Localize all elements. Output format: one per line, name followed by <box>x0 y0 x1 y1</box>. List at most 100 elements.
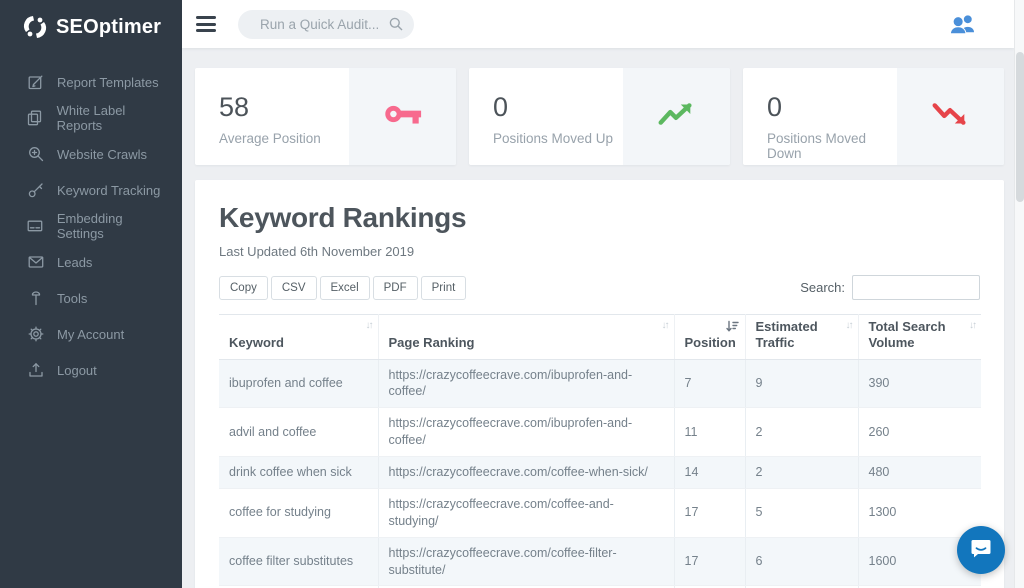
sidebar-item-website-crawls[interactable]: Website Crawls <box>0 136 182 172</box>
print-export-button[interactable]: Print <box>420 275 467 300</box>
column-header-estimated-traffic[interactable]: Estimated Traffic ↓↑ <box>745 314 859 360</box>
sidebar-menu: Report Templates White Label Reports Web… <box>0 64 182 388</box>
estimated-traffic-cell: 5 <box>745 488 859 538</box>
embed-icon <box>27 218 44 235</box>
copy-export-button[interactable]: Copy <box>219 275 268 300</box>
column-header-total-search-volume[interactable]: Total Search Volume ↓↑ <box>858 314 981 360</box>
table-header-row: Keyword ↓↑ Page Ranking ↓↑ Position Esti… <box>219 314 981 360</box>
scrollbar-thumb[interactable] <box>1016 52 1024 202</box>
position-cell: 7 <box>674 359 746 409</box>
page-ranking-cell: https://crazycoffeecrave.com/coffee-filt… <box>378 537 675 587</box>
stat-card: 58 Average Position <box>195 68 456 165</box>
sort-icon[interactable]: ↓↑ <box>845 320 854 331</box>
position-cell: 17 <box>674 537 746 587</box>
page-ranking-link[interactable]: https://crazycoffeecrave.com/ibuprofen-a… <box>388 416 633 448</box>
page-ranking-cell: https://crazycoffeecrave.com/coffee-and-… <box>378 488 675 538</box>
table-row: coffee filter substitutes https://crazyc… <box>219 537 981 587</box>
key-icon <box>27 182 44 199</box>
sidebar-item-leads[interactable]: Leads <box>0 244 182 280</box>
keyword-rankings-table: Keyword ↓↑ Page Ranking ↓↑ Position Esti… <box>219 314 981 588</box>
table-search-input[interactable] <box>852 275 980 300</box>
sidebar-item-tools[interactable]: Tools <box>0 280 182 316</box>
table-toolbar: Copy CSV Excel PDF Print Search: <box>219 275 980 300</box>
logo[interactable]: SEOptimer <box>0 0 182 54</box>
stat-label: Average Position <box>219 131 321 146</box>
column-header-page-ranking[interactable]: Page Ranking ↓↑ <box>378 314 675 360</box>
keyword-cell: coffee filter substitutes <box>219 537 379 587</box>
keyword-cell: how to drink an espresso <box>219 585 379 588</box>
total-search-volume-cell: 480 <box>858 456 981 489</box>
position-cell: 17 <box>674 488 746 538</box>
sidebar-item-white-label-reports[interactable]: White Label Reports <box>0 100 182 136</box>
chat-bubble-icon <box>969 536 993 565</box>
position-cell: 11 <box>674 407 746 457</box>
scrollbar[interactable] <box>1014 0 1024 588</box>
position-cell: 14 <box>674 456 746 489</box>
users-icon[interactable] <box>949 13 976 35</box>
page-ranking-link[interactable]: https://crazycoffeecrave.com/ibuprofen-a… <box>388 367 633 399</box>
pdf-export-button[interactable]: PDF <box>372 275 418 300</box>
table-row: ibuprofen and coffee https://crazycoffee… <box>219 359 981 409</box>
table-row: drink coffee when sick https://crazycoff… <box>219 456 981 489</box>
column-header-keyword[interactable]: Keyword ↓↑ <box>219 314 379 360</box>
total-search-volume-cell: 390 <box>858 359 981 409</box>
quick-audit-input[interactable] <box>238 9 414 39</box>
key-icon <box>381 97 423 136</box>
sidebar-item-keyword-tracking[interactable]: Keyword Tracking <box>0 172 182 208</box>
keyword-cell: drink coffee when sick <box>219 456 379 489</box>
total-search-volume-cell: 260 <box>858 407 981 457</box>
estimated-traffic-cell: 2 <box>745 456 859 489</box>
table-body: ibuprofen and coffee https://crazycoffee… <box>219 359 981 588</box>
logo-text: SEOptimer <box>56 15 162 38</box>
sort-icon[interactable]: ↓↑ <box>365 320 374 331</box>
last-updated-text: Last Updated 6th November 2019 <box>219 244 415 259</box>
sidebar: SEOptimer Report Templates White Label R… <box>0 0 182 588</box>
sidebar-item-embedding-settings[interactable]: Embedding Settings <box>0 208 182 244</box>
page-ranking-link[interactable]: https://crazycoffeecrave.com/coffee-filt… <box>388 545 617 577</box>
csv-export-button[interactable]: CSV <box>270 275 317 300</box>
page-ranking-cell: https://crazycoffeecrave.com/ibuprofen-a… <box>378 359 675 409</box>
stat-value: 0 <box>767 92 783 122</box>
keyword-cell: ibuprofen and coffee <box>219 359 379 409</box>
sidebar-item-logout[interactable]: Logout <box>0 352 182 388</box>
trend-down-icon <box>929 97 971 136</box>
search-plus-icon <box>27 146 44 163</box>
trend-up-icon <box>655 97 697 136</box>
sort-icon[interactable]: ↓↑ <box>969 320 977 331</box>
stat-card: 0 Positions Moved Down <box>743 68 1004 165</box>
position-cell: 34 <box>674 585 746 588</box>
keyword-rankings-panel: Keyword Rankings Last Updated 6th Novemb… <box>195 180 1004 588</box>
logout-icon <box>27 362 44 379</box>
column-header-position[interactable]: Position <box>674 314 746 360</box>
page-ranking-cell: https://crazycoffeecrave.com/how-to-drin… <box>378 585 675 588</box>
search-label: Search: <box>800 280 845 295</box>
table-row: how to drink an espresso https://crazyco… <box>219 585 981 588</box>
page-title: Keyword Rankings <box>219 202 467 233</box>
hamburger-icon[interactable] <box>196 16 216 32</box>
sidebar-item-my-account[interactable]: My Account <box>0 316 182 352</box>
sort-icon[interactable] <box>725 320 739 337</box>
main-content: 58 Average Position 0 Positions Moved Up… <box>182 48 1014 588</box>
estimated-traffic-cell: 9 <box>745 359 859 409</box>
edit-icon <box>27 74 44 91</box>
total-search-volume-cell: 1300 <box>858 488 981 538</box>
chat-button[interactable] <box>957 526 1005 574</box>
stat-label: Positions Moved Up <box>493 131 614 146</box>
page-ranking-link[interactable]: https://crazycoffeecrave.com/coffee-and-… <box>388 496 614 528</box>
quick-audit-search <box>238 9 414 39</box>
table-row: advil and coffee https://crazycoffeecrav… <box>219 407 981 457</box>
topbar <box>182 0 1014 48</box>
seoptimer-logo-icon <box>22 14 48 40</box>
table-search: Search: <box>800 275 980 300</box>
sidebar-item-report-templates[interactable]: Report Templates <box>0 64 182 100</box>
envelope-icon <box>27 254 44 271</box>
hammer-icon <box>27 290 44 307</box>
keyword-cell: advil and coffee <box>219 407 379 457</box>
sort-icon[interactable]: ↓↑ <box>661 320 670 331</box>
page-ranking-cell: https://crazycoffeecrave.com/ibuprofen-a… <box>378 407 675 457</box>
page-ranking-link[interactable]: https://crazycoffeecrave.com/coffee-when… <box>388 465 648 479</box>
stat-label: Positions Moved Down <box>767 131 867 161</box>
estimated-traffic-cell: 6 <box>745 537 859 587</box>
search-icon <box>389 17 403 31</box>
excel-export-button[interactable]: Excel <box>319 275 370 300</box>
